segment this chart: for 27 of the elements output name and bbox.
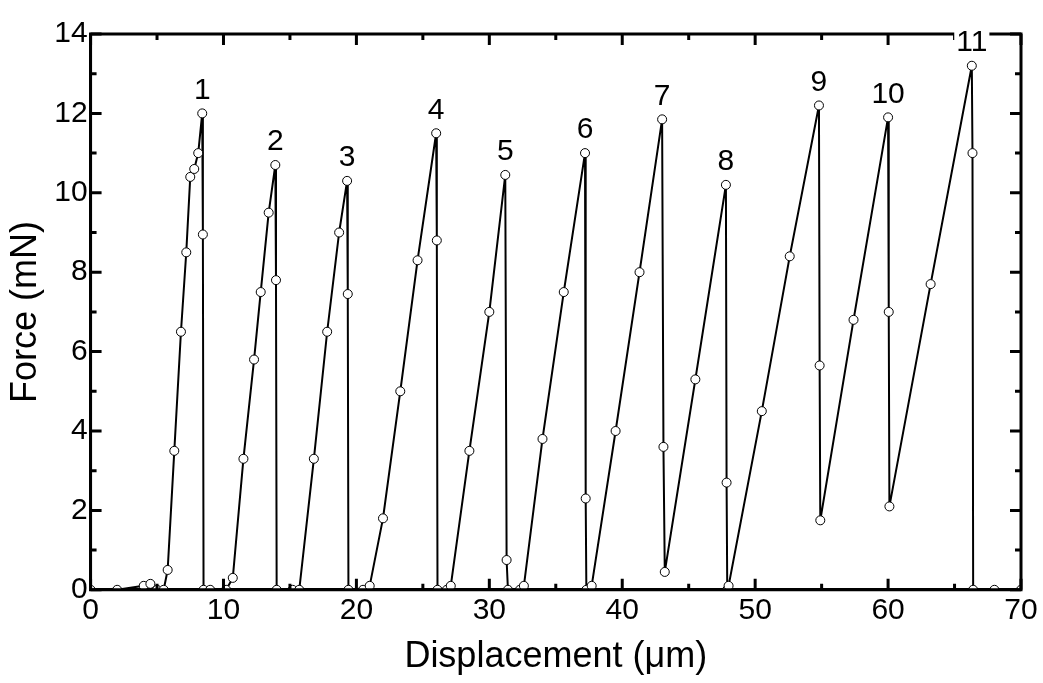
y-tick-label: 12 bbox=[54, 94, 88, 128]
x-tick-label: 10 bbox=[206, 592, 241, 626]
y-tick-label: 8 bbox=[70, 253, 88, 287]
x-axis-title: Displacement (μm) bbox=[404, 634, 708, 676]
y-tick-label: 2 bbox=[70, 491, 88, 525]
y-tick-label: 10 bbox=[54, 174, 88, 208]
y-tick-label: 14 bbox=[54, 15, 88, 49]
x-tick-label: 30 bbox=[472, 592, 507, 626]
y-tick-label: 6 bbox=[70, 332, 88, 366]
x-tick-label: 70 bbox=[1004, 592, 1038, 626]
annotation: 3 bbox=[338, 139, 356, 173]
annotation: 4 bbox=[427, 91, 445, 125]
annotation: 1 bbox=[193, 71, 211, 105]
annotation: 2 bbox=[266, 123, 284, 157]
annotation: 6 bbox=[576, 111, 594, 145]
annotation: 9 bbox=[810, 63, 828, 97]
annotation: 7 bbox=[653, 77, 671, 111]
annotation: 10 bbox=[871, 75, 905, 109]
y-tick-label: 4 bbox=[70, 412, 88, 446]
annotation: 11 bbox=[956, 24, 988, 58]
x-tick-label: 20 bbox=[339, 592, 374, 626]
annotation: 8 bbox=[717, 143, 735, 177]
x-tick-label: 60 bbox=[871, 592, 905, 626]
y-axis-title: Force (mN) bbox=[2, 220, 44, 403]
x-tick-label: 50 bbox=[738, 592, 772, 626]
x-tick-label: 40 bbox=[605, 592, 639, 626]
annotation: 5 bbox=[496, 133, 514, 167]
